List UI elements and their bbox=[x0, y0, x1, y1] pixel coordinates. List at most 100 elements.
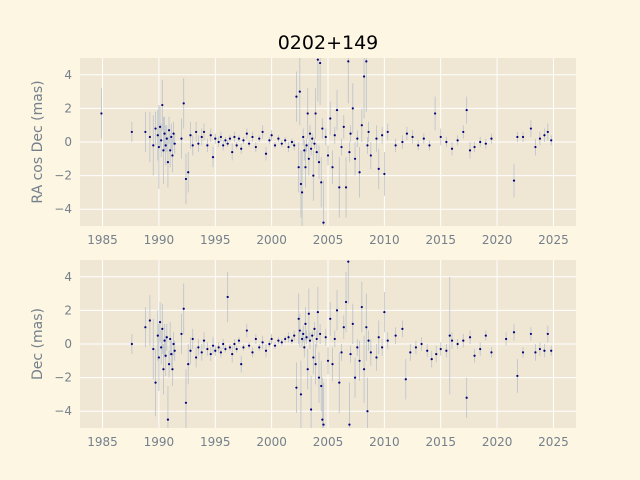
ra-data-point bbox=[314, 112, 317, 115]
dec-data-point bbox=[309, 408, 313, 411]
ra-data-point bbox=[375, 137, 378, 140]
dec-data-point bbox=[516, 374, 519, 378]
ra-data-point bbox=[268, 139, 271, 142]
ra-data-point bbox=[163, 132, 166, 135]
dec-data-point bbox=[163, 339, 166, 342]
ra-data-point bbox=[154, 127, 157, 130]
dec-data-point bbox=[152, 347, 155, 351]
ra-data-point bbox=[313, 142, 316, 145]
ra-data-point bbox=[348, 150, 351, 154]
dec-data-point bbox=[367, 339, 370, 342]
ra-data-point bbox=[242, 139, 245, 142]
ra-y-tick-label: 2 bbox=[64, 101, 72, 115]
ra-data-point bbox=[405, 132, 409, 135]
ra-data-point bbox=[165, 137, 168, 140]
dec-data-point bbox=[353, 376, 357, 379]
ra-data-point bbox=[411, 135, 414, 139]
dec-data-point bbox=[320, 384, 323, 388]
dec-y-tick-labels: −4 −2 0 2 4 bbox=[54, 270, 72, 418]
dec-data-point bbox=[314, 363, 317, 366]
dec-x-tick-label: 1990 bbox=[144, 435, 175, 449]
ra-data-point bbox=[172, 132, 175, 135]
dec-data-point bbox=[306, 368, 309, 371]
dec-data-point bbox=[315, 337, 318, 341]
ra-x-tick-label: 2010 bbox=[369, 233, 400, 247]
dec-data-point bbox=[356, 346, 359, 349]
dec-data-point bbox=[242, 346, 245, 349]
dec-data-point bbox=[456, 342, 459, 346]
dec-data-point bbox=[156, 334, 159, 337]
dec-data-point bbox=[383, 310, 386, 314]
dec-data-point bbox=[293, 334, 296, 337]
dec-x-tick-label: 2010 bbox=[369, 435, 400, 449]
ra-data-point bbox=[287, 145, 290, 149]
ra-data-point bbox=[317, 161, 321, 164]
ra-data-point bbox=[240, 147, 243, 150]
dec-data-point bbox=[197, 346, 200, 349]
dec-data-point bbox=[284, 337, 287, 341]
dec-data-point bbox=[202, 339, 206, 342]
ra-data-point bbox=[462, 130, 465, 134]
dec-data-point bbox=[420, 342, 423, 346]
ra-data-point bbox=[351, 107, 354, 110]
dec-data-point bbox=[295, 386, 298, 389]
dec-data-point bbox=[173, 349, 176, 352]
ra-data-point bbox=[273, 144, 277, 147]
dec-data-point bbox=[273, 344, 277, 347]
dec-data-point bbox=[543, 349, 546, 352]
ra-y-tick-label: 4 bbox=[64, 68, 72, 82]
ra-x-tick-label: 2005 bbox=[313, 233, 344, 247]
ra-data-point bbox=[333, 134, 336, 137]
ra-data-point bbox=[319, 61, 322, 65]
ra-data-point bbox=[538, 137, 542, 140]
dec-points bbox=[130, 260, 553, 426]
dec-data-point bbox=[302, 332, 305, 336]
dec-y-axis-label: Dec (mas) bbox=[30, 308, 46, 380]
dec-data-point bbox=[217, 346, 220, 349]
ra-data-point bbox=[512, 179, 516, 182]
dec-x-tick-labels: 1985 1990 1995 2000 2005 2010 2015 2020 2025 bbox=[87, 435, 568, 449]
ra-data-point bbox=[209, 134, 212, 137]
ra-data-point bbox=[202, 130, 206, 134]
ra-y-tick-labels: −4 −2 0 2 4 bbox=[54, 68, 72, 216]
dec-data-point bbox=[157, 356, 161, 359]
ra-data-point bbox=[428, 144, 431, 147]
dec-data-point bbox=[326, 359, 330, 362]
ra-data-point bbox=[166, 161, 170, 164]
ra-data-point bbox=[342, 125, 345, 128]
dec-data-point bbox=[305, 336, 308, 339]
dec-data-point bbox=[473, 354, 476, 357]
dec-data-point bbox=[430, 358, 433, 361]
ra-data-point bbox=[261, 130, 264, 134]
ra-data-point bbox=[369, 154, 372, 157]
ra-data-point bbox=[300, 191, 304, 194]
ra-y-tick-label: −4 bbox=[54, 202, 72, 216]
ra-data-point bbox=[258, 137, 261, 140]
ra-data-point bbox=[305, 144, 308, 147]
ra-data-point bbox=[311, 137, 314, 140]
dec-data-point bbox=[222, 342, 225, 346]
ra-data-point bbox=[152, 144, 155, 147]
dec-data-point bbox=[465, 396, 468, 399]
ra-data-point bbox=[377, 167, 380, 170]
ra-x-tick-label: 2015 bbox=[425, 233, 456, 247]
dec-data-point bbox=[319, 332, 322, 336]
ra-data-point bbox=[231, 150, 234, 154]
dec-data-point bbox=[338, 381, 341, 384]
dec-data-point bbox=[172, 342, 175, 346]
dec-data-point bbox=[366, 410, 369, 413]
ra-data-point bbox=[439, 135, 442, 139]
dec-data-point bbox=[154, 381, 157, 384]
dec-data-point bbox=[450, 339, 454, 342]
ra-data-point bbox=[235, 144, 238, 147]
ra-data-point bbox=[356, 137, 359, 140]
dec-data-point bbox=[268, 342, 271, 346]
dec-data-point bbox=[209, 352, 212, 356]
ra-data-point bbox=[422, 137, 425, 140]
dec-data-point bbox=[505, 337, 508, 341]
dec-data-point bbox=[182, 307, 185, 310]
dec-data-point bbox=[377, 336, 380, 339]
ra-data-point bbox=[465, 108, 468, 112]
dec-data-point bbox=[362, 368, 366, 371]
dec-y-tick-label: 2 bbox=[64, 303, 72, 317]
